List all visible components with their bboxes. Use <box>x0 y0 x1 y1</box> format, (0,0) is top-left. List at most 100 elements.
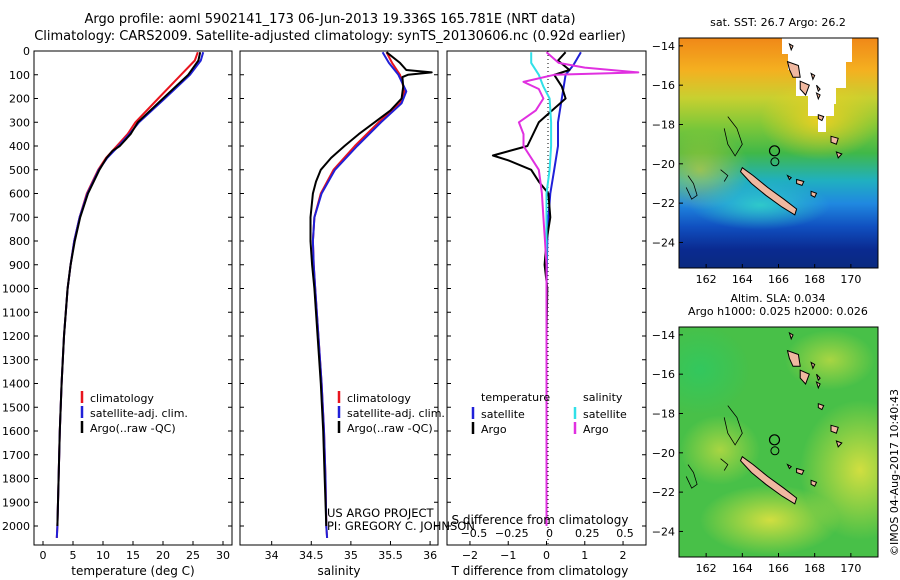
salinity-plot-frame <box>239 50 439 546</box>
chesterfield-contour <box>685 464 698 489</box>
ouvea-island <box>786 463 793 470</box>
sst-map-title: sat. SST: 26.7 Argo: 26.2 <box>710 16 846 29</box>
s-tick-label: 0.25 <box>575 527 600 540</box>
lon-tick-label: 164 <box>732 273 753 286</box>
lat-tick-label: −14 <box>652 329 675 342</box>
chesterfield-contour <box>685 175 698 200</box>
ouvea-island <box>786 174 793 181</box>
lifou-island <box>796 467 805 476</box>
depth-tick-label: 1700 <box>2 449 30 462</box>
reef-contour <box>720 169 729 182</box>
sla-map-title: Altim. SLA: 0.034 <box>730 292 825 305</box>
malekula-island <box>799 80 810 96</box>
argo-position-marker <box>768 145 781 157</box>
lat-tick-label: −20 <box>652 447 675 460</box>
seamount-contour <box>770 157 780 167</box>
x-tick-label: 10 <box>96 549 110 562</box>
x-tick-label: 15 <box>126 549 140 562</box>
legend-label: Argo <box>583 423 609 436</box>
temperature-axis-label: temperature (deg C) <box>71 564 194 578</box>
malekula-island <box>799 369 810 385</box>
depth-tick-label: 1500 <box>2 401 30 414</box>
depth-tick-label: 700 <box>9 211 30 224</box>
series-line-black <box>309 51 433 527</box>
legend-label: satellite <box>481 408 525 421</box>
salinity-axis-label: salinity <box>317 564 360 578</box>
depth-tick-label: 300 <box>9 116 30 129</box>
legend-label: Argo <box>481 423 507 436</box>
x-tick-label: 35.5 <box>378 549 403 562</box>
sst-field <box>679 38 878 268</box>
legend-label: satellite-adj. clim. <box>90 407 188 420</box>
series-line-red <box>311 51 406 538</box>
ambrym-island <box>816 84 821 93</box>
project-credit: US ARGO PROJECT <box>327 506 434 520</box>
ambrym-island <box>816 373 821 382</box>
x-tick-label: 25 <box>186 549 200 562</box>
efate-island <box>817 402 825 411</box>
argo-position-marker <box>768 434 781 446</box>
epi-island <box>815 91 821 101</box>
legend-label: satellite <box>583 408 627 421</box>
lat-tick-label: −20 <box>652 158 675 171</box>
sla-field <box>679 327 878 557</box>
torres-island <box>788 331 794 341</box>
x-tick-label: 2 <box>620 549 627 562</box>
sla-map: Altim. SLA: 0.034 Argo h1000: 0.025 h200… <box>652 292 879 575</box>
depth-tick-label: 1100 <box>2 306 30 319</box>
lon-tick-label: 162 <box>696 562 717 575</box>
lat-tick-label: −18 <box>652 118 675 131</box>
x-tick-label: 30 <box>216 549 230 562</box>
copyright-stamp-text: ©IMOS 04-Aug-2017 10:40:43 <box>888 389 900 556</box>
reef-contour <box>723 405 743 446</box>
series-line-blue <box>55 51 205 538</box>
erromango-island <box>830 424 839 434</box>
lat-tick-label: −22 <box>652 486 675 499</box>
tanna-island <box>835 151 843 159</box>
pi-credit: PI: GREGORY C. JOHNSON <box>327 519 475 533</box>
legend-label: Argo(..raw -QC) <box>347 422 433 435</box>
new-caledonia-island <box>739 166 798 216</box>
s-tick-label: 0.5 <box>616 527 634 540</box>
series-line-red <box>55 51 199 538</box>
lon-tick-label: 168 <box>804 273 825 286</box>
series-line-magenta <box>517 51 640 526</box>
series-line-blue <box>311 51 408 538</box>
depth-tick-label: 900 <box>9 259 30 272</box>
espiritu-santo-island <box>786 60 801 78</box>
depth-tick-label: 100 <box>9 69 30 82</box>
x-tick-label: 20 <box>156 549 170 562</box>
depth-tick-label: 0 <box>23 45 30 58</box>
lon-tick-label: 170 <box>840 273 861 286</box>
s-tick-label: 0 <box>546 527 553 540</box>
figure-title-line-2: Climatology: CARS2009. Satellite-adjuste… <box>34 29 626 44</box>
lon-tick-label: 166 <box>768 562 789 575</box>
depth-tick-label: 1400 <box>2 378 30 391</box>
legend-label: climatology <box>90 392 154 405</box>
reef-contour <box>723 116 743 157</box>
t-difference-axis-label: T difference from climatology <box>451 564 629 578</box>
x-tick-label: 35 <box>344 549 358 562</box>
maewo-island <box>810 361 816 370</box>
depth-tick-label: 600 <box>9 188 30 201</box>
epi-island <box>815 380 821 390</box>
mare-island <box>810 190 818 198</box>
depth-tick-label: 1800 <box>2 473 30 486</box>
lat-tick-label: −24 <box>652 525 675 538</box>
difference-profile-chart: −2 −1 0 1 2 −0.5 −0.25 0 0.25 0.5 temperature salin… <box>446 50 647 578</box>
legend-label: satellite-adj. clim. <box>347 407 445 420</box>
lon-tick-label: 170 <box>840 562 861 575</box>
seamount-contour <box>770 446 780 456</box>
new-caledonia-island <box>739 455 798 505</box>
x-tick-label: 0 <box>40 549 47 562</box>
s-difference-axis-label: S difference from climatology <box>452 513 629 527</box>
temperature-profile-chart: 0100200300400500600700800900100011001200… <box>2 45 233 578</box>
lon-tick-label: 162 <box>696 273 717 286</box>
depth-tick-label: 1200 <box>2 330 30 343</box>
depth-tick-label: 500 <box>9 164 30 177</box>
depth-tick-label: 2000 <box>2 520 30 533</box>
maewo-island <box>810 72 816 81</box>
lon-tick-label: 168 <box>804 562 825 575</box>
depth-tick-label: 200 <box>9 93 30 106</box>
